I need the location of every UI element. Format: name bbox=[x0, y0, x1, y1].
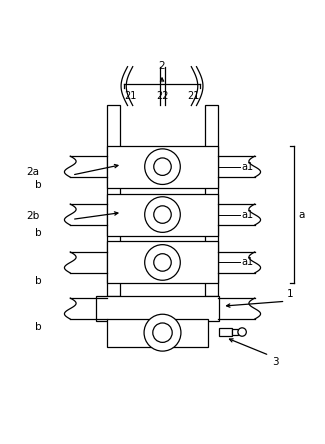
Text: b: b bbox=[34, 321, 41, 332]
Circle shape bbox=[145, 245, 180, 280]
Circle shape bbox=[144, 314, 181, 351]
Bar bbox=[108, 106, 120, 297]
Bar bbox=[108, 146, 217, 188]
Bar bbox=[108, 319, 208, 347]
Bar bbox=[108, 242, 217, 283]
Circle shape bbox=[145, 149, 180, 184]
Bar bbox=[96, 297, 219, 321]
Text: 1: 1 bbox=[287, 289, 294, 299]
Circle shape bbox=[154, 158, 171, 175]
Text: b: b bbox=[34, 180, 41, 190]
Text: 3: 3 bbox=[273, 357, 279, 367]
Circle shape bbox=[153, 323, 172, 342]
Text: a: a bbox=[298, 210, 305, 219]
Text: 2: 2 bbox=[159, 60, 165, 71]
Bar bbox=[108, 194, 217, 236]
Text: 22: 22 bbox=[156, 91, 169, 101]
Bar bbox=[219, 328, 232, 336]
Bar bbox=[205, 106, 217, 297]
Text: a1: a1 bbox=[242, 210, 254, 219]
Circle shape bbox=[154, 206, 171, 223]
Text: 2b: 2b bbox=[27, 211, 40, 221]
Text: b: b bbox=[34, 228, 41, 238]
Bar bbox=[232, 329, 238, 335]
Text: 2a: 2a bbox=[27, 167, 40, 177]
Text: a1: a1 bbox=[242, 258, 254, 267]
Circle shape bbox=[238, 328, 246, 336]
Text: b: b bbox=[34, 276, 41, 286]
Text: 21: 21 bbox=[188, 91, 200, 101]
Circle shape bbox=[145, 197, 180, 232]
Text: 21: 21 bbox=[124, 91, 136, 101]
Text: a1: a1 bbox=[242, 162, 254, 172]
Circle shape bbox=[154, 254, 171, 271]
